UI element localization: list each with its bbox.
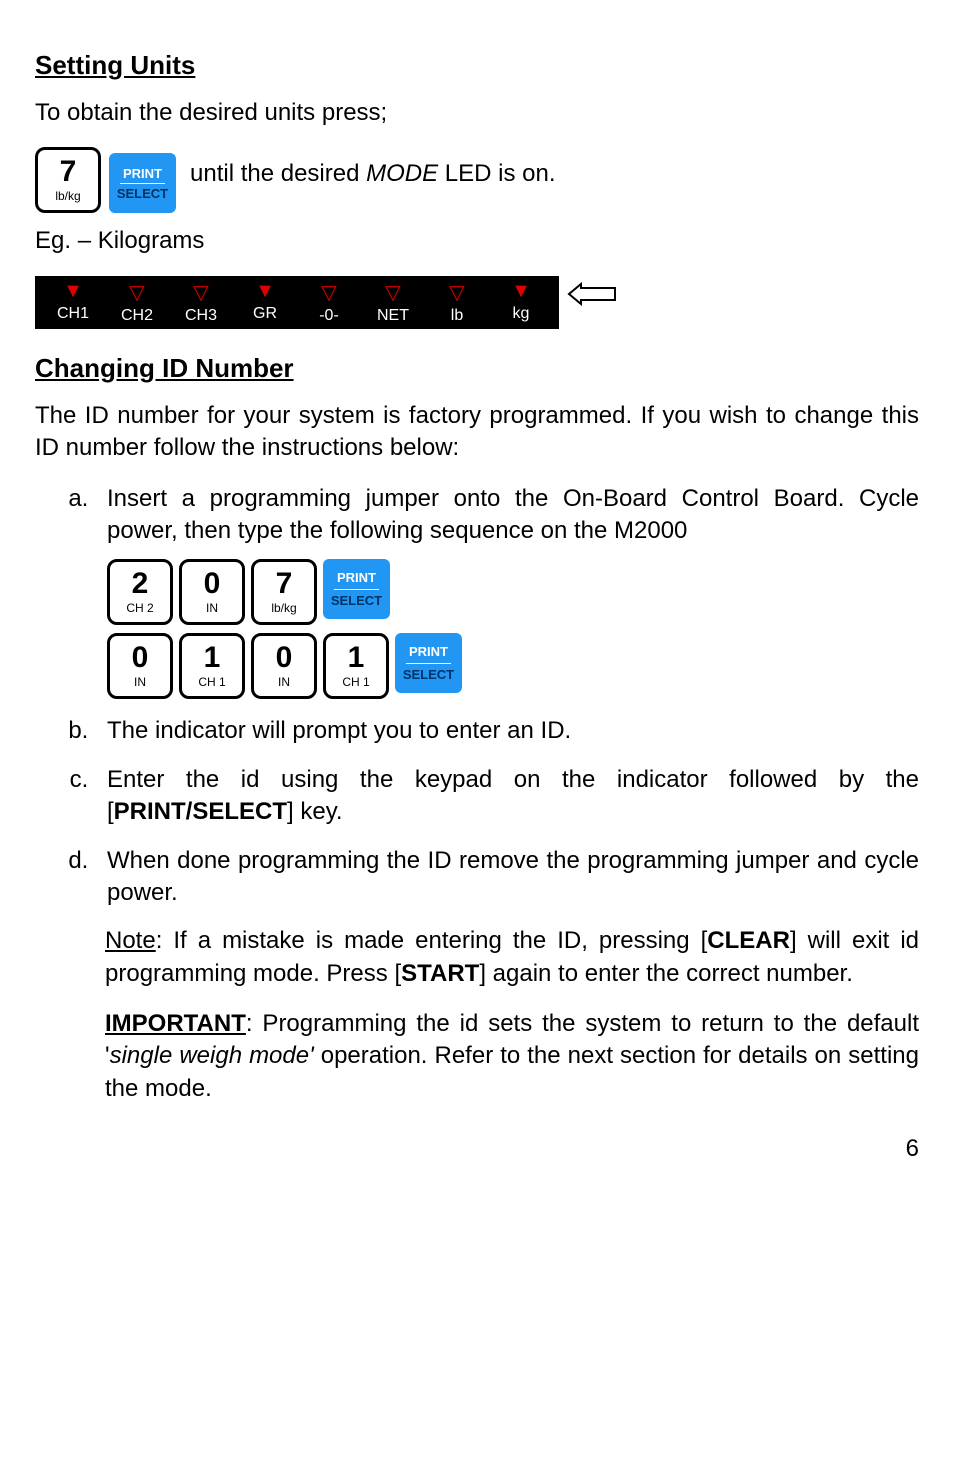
mode-led-icon: ▽ bbox=[321, 280, 336, 305]
key-number: 7 bbox=[276, 569, 293, 599]
key-sublabel: lb/kg bbox=[271, 601, 296, 615]
key-sublabel: CH 2 bbox=[126, 601, 153, 615]
mode-cell: ▼ kg bbox=[489, 280, 553, 325]
key-sequence-row-2: 0 IN 1 CH 1 0 IN 1 CH 1 PRINT SELECT bbox=[107, 633, 919, 699]
until-mode-text: until the desired MODE LED is on. bbox=[190, 160, 556, 188]
mode-led-icon: ▽ bbox=[129, 280, 144, 305]
key-print-select: PRINT SELECT bbox=[109, 153, 176, 213]
keypad-key: 1 CH 1 bbox=[179, 633, 245, 699]
mode-box: ▼ CH1 ▽ CH2 ▽ CH3 ▼ GR ▽ -0- ▽ NET ▽ lb ▼ kg bbox=[35, 276, 559, 329]
mode-cell: ▽ CH3 bbox=[169, 280, 233, 325]
arrow-left-icon bbox=[567, 282, 617, 306]
mode-label: GR bbox=[253, 305, 277, 323]
keypad-key: 7 lb/kg bbox=[251, 559, 317, 625]
key-sublabel: IN bbox=[206, 601, 218, 615]
mode-cell: ▽ lb bbox=[425, 280, 489, 325]
mode-led-icon: ▽ bbox=[193, 280, 208, 305]
select-label: SELECT bbox=[403, 666, 454, 684]
key-sublabel: IN bbox=[134, 675, 146, 689]
keypad-key: 0 IN bbox=[251, 633, 317, 699]
select-label: SELECT bbox=[117, 186, 168, 201]
key-sublabel: IN bbox=[278, 675, 290, 689]
mode-cell: ▼ CH1 bbox=[41, 280, 105, 325]
key-number: 2 bbox=[132, 569, 149, 599]
keypad-key: 0 IN bbox=[179, 559, 245, 625]
mode-label: kg bbox=[513, 305, 530, 323]
example-kilograms: Eg. – Kilograms bbox=[35, 225, 919, 257]
mode-led-icon: ▼ bbox=[511, 280, 531, 303]
keypad-key: 0 IN bbox=[107, 633, 173, 699]
key-number: 1 bbox=[204, 643, 221, 673]
print-label: PRINT bbox=[409, 643, 448, 661]
step-c: Enter the id using the keypad on the ind… bbox=[95, 764, 919, 829]
key-divider bbox=[120, 183, 165, 184]
print-label: PRINT bbox=[123, 166, 162, 181]
changing-id-intro: The ID number for your system is factory… bbox=[35, 400, 919, 465]
key-sublabel: CH 1 bbox=[198, 675, 225, 689]
key-7-lbkg: 7 lb/kg bbox=[35, 147, 101, 213]
mode-led-icon: ▼ bbox=[63, 280, 83, 303]
mode-cell: ▽ -0- bbox=[297, 280, 361, 325]
mode-led-icon: ▽ bbox=[385, 280, 400, 305]
setting-units-intro: To obtain the desired units press; bbox=[35, 97, 919, 129]
select-label: SELECT bbox=[331, 592, 382, 610]
mode-cell: ▽ NET bbox=[361, 280, 425, 325]
print-label: PRINT bbox=[337, 569, 376, 587]
heading-setting-units: Setting Units bbox=[35, 50, 919, 81]
mode-label: CH2 bbox=[121, 307, 153, 325]
key-number: 0 bbox=[276, 643, 293, 673]
mode-label: lb bbox=[451, 307, 463, 325]
changing-id-steps: Insert a programming jumper onto the On-… bbox=[35, 483, 919, 910]
step-a: Insert a programming jumper onto the On-… bbox=[95, 483, 919, 700]
important-paragraph: IMPORTANT: Programming the id sets the s… bbox=[105, 1008, 919, 1105]
key-number: 7 bbox=[60, 157, 77, 187]
page-number: 6 bbox=[35, 1135, 919, 1163]
key-print-select: PRINT SELECT bbox=[395, 633, 462, 693]
key-sublabel: lb/kg bbox=[55, 189, 80, 203]
step-b: The indicator will prompt you to enter a… bbox=[95, 715, 919, 747]
key-sublabel: CH 1 bbox=[342, 675, 369, 689]
key-number: 1 bbox=[348, 643, 365, 673]
mode-cell: ▽ CH2 bbox=[105, 280, 169, 325]
key-number: 0 bbox=[204, 569, 221, 599]
key-number: 0 bbox=[132, 643, 149, 673]
step-d: When done programming the ID remove the … bbox=[95, 845, 919, 910]
key-divider bbox=[334, 589, 379, 590]
mode-label: NET bbox=[377, 307, 409, 325]
mode-led-strip: ▼ CH1 ▽ CH2 ▽ CH3 ▼ GR ▽ -0- ▽ NET ▽ lb ▼ kg bbox=[35, 276, 919, 329]
key-print-select: PRINT SELECT bbox=[323, 559, 390, 619]
setting-units-key-row: 7 lb/kg PRINT SELECT until the desired M… bbox=[35, 147, 919, 213]
mode-label: CH3 bbox=[185, 307, 217, 325]
keypad-key: 2 CH 2 bbox=[107, 559, 173, 625]
key-sequence-row-1: 2 CH 2 0 IN 7 lb/kg PRINT SELECT bbox=[107, 559, 919, 625]
key-sequence: 2 CH 2 0 IN 7 lb/kg PRINT SELECT 0 IN 1 CH 1 0 IN 1 CH… bbox=[107, 559, 919, 699]
mode-label: CH1 bbox=[57, 305, 89, 323]
mode-led-icon: ▽ bbox=[449, 280, 464, 305]
note-paragraph: Note: If a mistake is made entering the … bbox=[105, 925, 919, 990]
keypad-key: 1 CH 1 bbox=[323, 633, 389, 699]
key-divider bbox=[406, 663, 451, 664]
heading-changing-id: Changing ID Number bbox=[35, 353, 919, 384]
mode-cell: ▼ GR bbox=[233, 280, 297, 325]
mode-label: -0- bbox=[319, 307, 339, 325]
mode-led-icon: ▼ bbox=[255, 280, 275, 303]
